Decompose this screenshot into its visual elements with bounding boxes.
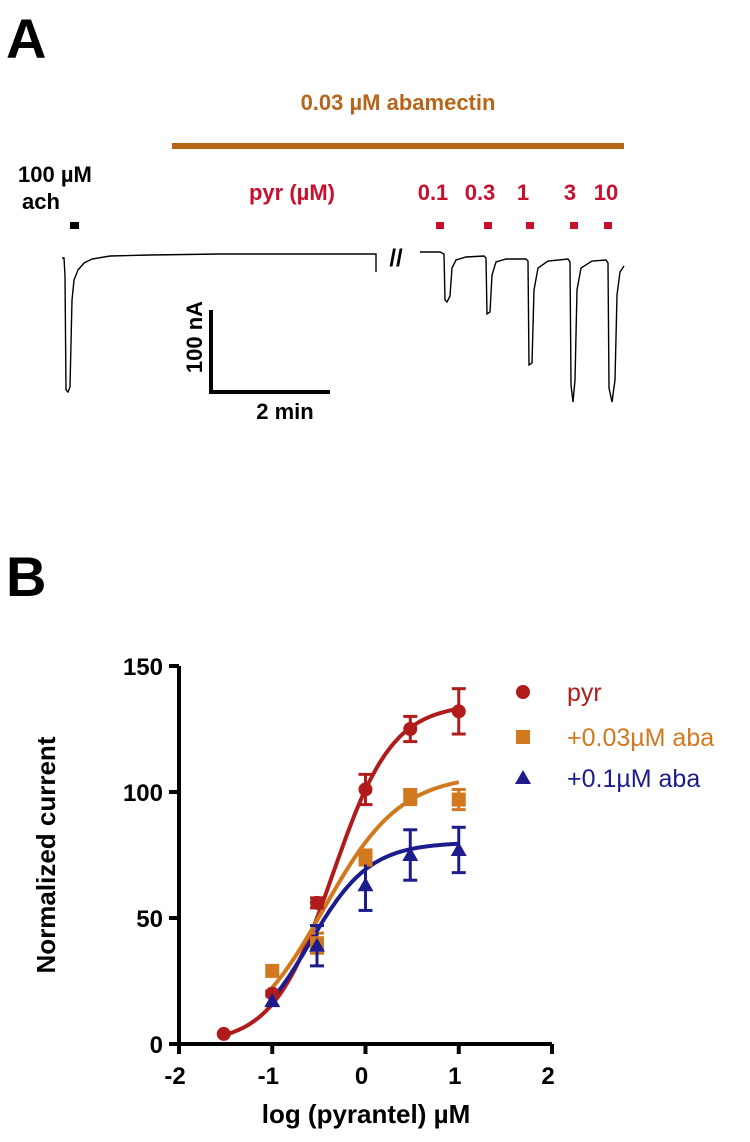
data-point-0 — [451, 704, 466, 719]
legend-marker-01-aba — [515, 770, 531, 784]
conc-label-3: 3 — [564, 180, 576, 205]
y-axis-title: Normalized current — [31, 736, 61, 973]
data-point-0 — [403, 722, 418, 736]
scale-time-label: 2 min — [256, 399, 313, 424]
x-tick-label-minus2: -2 — [164, 1063, 185, 1090]
x-tick-label-2: 2 — [541, 1063, 554, 1090]
y-tick-label-100: 100 — [123, 780, 163, 807]
data-point-1 — [451, 792, 466, 807]
conc-label-1: 1 — [517, 180, 529, 205]
scale-bar — [209, 310, 330, 394]
panel-b-dose-response: B 0 50 100 150 -2 -1 0 1 2 Normalized cu… — [6, 545, 714, 1129]
pyr-bar-3 — [570, 222, 578, 229]
data-point-2 — [450, 841, 467, 856]
ach-label-line1: 100 µM — [18, 162, 92, 187]
data-point-1 — [403, 790, 418, 805]
x-tick-label-1: 1 — [448, 1063, 461, 1090]
y-tick-label-50: 50 — [136, 906, 163, 933]
legend-marker-pyr — [516, 685, 530, 699]
legend-marker-shape — [516, 685, 530, 699]
pyr-bar-0.3 — [484, 222, 492, 229]
panel-a-recording: A 0.03 µM abamectin 100 µM ach pyr (µM) … — [6, 7, 625, 424]
ach-label-line2: ach — [22, 189, 60, 214]
data-point-1 — [358, 850, 373, 865]
y-tick-label-0: 0 — [150, 1032, 163, 1059]
fit-curve-1 — [270, 780, 460, 989]
data-point-0 — [310, 895, 325, 910]
data-point-2 — [264, 993, 281, 1008]
pyr-bar-1 — [526, 222, 534, 229]
pyr-label: pyr (µM) — [249, 180, 335, 205]
legend: pyr +0.03µM aba +0.1µM aba — [515, 679, 714, 793]
current-trace-ach — [62, 253, 377, 394]
legend-label-pyr: pyr — [567, 679, 602, 707]
y-tick-label-150: 150 — [123, 654, 163, 681]
current-trace-pyrantel — [420, 251, 625, 403]
panel-a-letter: A — [6, 7, 46, 70]
pyr-bar-0.1 — [436, 222, 444, 229]
trace-break-mark: // — [389, 245, 403, 272]
ach-application-bar — [70, 222, 79, 229]
data-point-2 — [357, 877, 374, 892]
legend-marker-shape — [516, 730, 530, 744]
fit-curve-0 — [223, 706, 460, 1038]
data-point-2 — [402, 847, 419, 861]
conc-label-0.3: 0.3 — [465, 180, 496, 205]
conc-label-0.1: 0.1 — [418, 180, 449, 205]
data-point-2 — [309, 937, 326, 952]
legend-marker-003-aba — [516, 730, 530, 744]
legend-label-003-aba: +0.03µM aba — [567, 724, 714, 752]
fit-curves — [223, 706, 460, 1038]
data-point-1 — [265, 963, 280, 978]
legend-label-01-aba: +0.1µM aba — [567, 765, 700, 793]
x-tick-label-0: 0 — [355, 1063, 368, 1090]
abamectin-label: 0.03 µM abamectin — [301, 90, 496, 115]
pyr-bar-10 — [604, 222, 612, 229]
panel-b-letter: B — [6, 545, 46, 608]
x-tick-label-minus1: -1 — [258, 1063, 279, 1090]
data-markers — [216, 704, 467, 1041]
data-point-0 — [216, 1026, 231, 1041]
legend-marker-shape — [515, 770, 531, 784]
conc-label-10: 10 — [594, 180, 618, 205]
data-point-0 — [358, 782, 373, 797]
x-axis-ticks — [177, 1044, 554, 1054]
scale-current-label: 100 nA — [182, 301, 207, 373]
x-axis-title: log (pyrantel) µM — [262, 1099, 471, 1129]
